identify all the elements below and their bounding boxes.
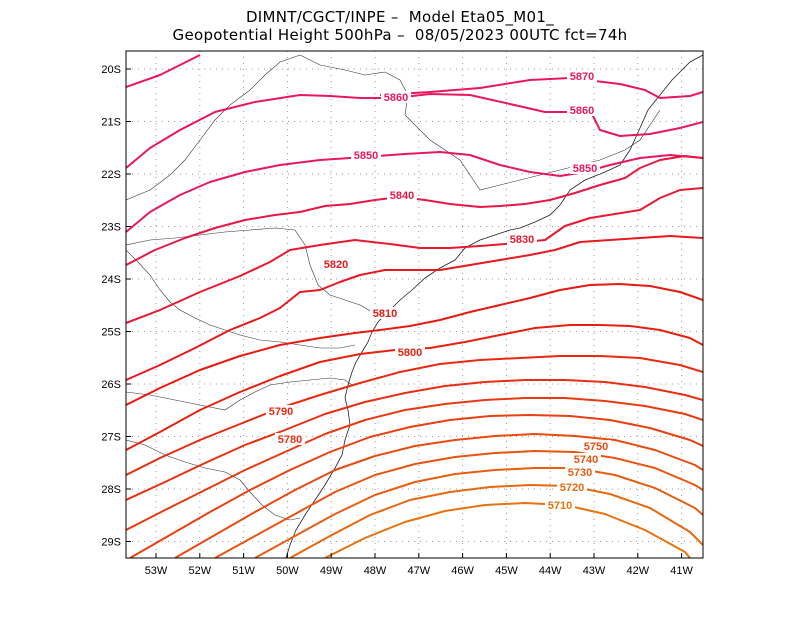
map-title-line-1: DIMNT/CGCT/INPE – Model Eta05_M01_: [245, 8, 555, 26]
contour-5850: [126, 151, 703, 233]
contour-5730: [254, 467, 703, 558]
contour-5710: [324, 502, 691, 558]
contour-5860: [126, 93, 703, 169]
contour-label-bg: [581, 440, 611, 452]
contour-label-bg: [571, 453, 601, 465]
map-frame: [125, 50, 704, 559]
lat-tick-label: 26S: [101, 379, 121, 391]
lon-tick-label: 41W: [670, 565, 693, 577]
lon-tick-label: 45W: [495, 565, 518, 577]
contour-label-bg: [321, 258, 351, 270]
contour-label-bg: [567, 70, 597, 82]
contour-label-5720: 5720: [560, 482, 584, 494]
lat-tick-label: 29S: [101, 537, 121, 549]
lat-tick-label: 24S: [101, 274, 121, 286]
contour-label-bg: [395, 346, 425, 358]
contour-label-5740: 5740: [574, 454, 598, 466]
state-border: [126, 54, 301, 201]
state-border: [126, 377, 353, 411]
lon-tick-label: 49W: [320, 565, 343, 577]
contour-label-bg: [567, 104, 597, 116]
contour-label-5710: 5710: [548, 500, 572, 512]
contour-label-bg: [570, 162, 600, 174]
contour-label-bg: [275, 433, 305, 445]
latitude-tick-labels: 20S 21S 22S 23S 24S 25S 26S 27S 28S 29S: [101, 64, 131, 549]
contour-lines: [126, 54, 703, 558]
contour-label-5850: 5850: [354, 150, 378, 162]
coastline: [285, 54, 703, 558]
lon-tick-label: 52W: [188, 565, 211, 577]
longitude-tick-labels: 53W 52W 51W 50W 49W 48W 47W 46W 45W 44W 43W 42W 41W: [145, 553, 694, 577]
contour-5740: [214, 450, 703, 558]
lon-tick-label: 50W: [276, 565, 299, 577]
contour-5790: [126, 355, 703, 476]
contour-5760: [129, 414, 703, 558]
lon-tick-label: 48W: [364, 565, 387, 577]
lon-tick-label: 51W: [232, 565, 255, 577]
lon-tick-label: 43W: [583, 565, 606, 577]
contour-5800: [126, 324, 703, 451]
lat-tick-label: 27S: [101, 432, 121, 444]
contour-label-bg: [545, 499, 575, 511]
contour-label-bg: [381, 91, 411, 103]
lat-tick-label: 25S: [101, 327, 121, 339]
contour-5810: [126, 283, 703, 406]
contour-label-5730: 5730: [568, 467, 592, 479]
state-border: [126, 439, 301, 521]
contour-label-5860: 5860: [570, 105, 594, 117]
contour-label-5850: 5850: [573, 163, 597, 175]
lat-tick-label: 28S: [101, 484, 121, 496]
lon-tick-label: 46W: [451, 565, 474, 577]
contour-label-bg: [266, 405, 296, 417]
contour-5720: [289, 484, 703, 558]
contour-label-bg: [565, 466, 595, 478]
contour-label-5790: 5790: [269, 406, 293, 418]
coastline-and-borders: [126, 54, 703, 558]
map-title-line-2: Geopotential Height 500hPa – 08/05/2023 …: [172, 26, 628, 44]
lat-tick-label: 21S: [101, 117, 121, 129]
contour-5750: [174, 433, 703, 558]
contour-label-5860: 5860: [384, 92, 408, 104]
contour-label-5830: 5830: [510, 234, 534, 246]
contour-label-5780: 5780: [278, 434, 302, 446]
contour-label-bg: [370, 307, 400, 319]
country-border: [126, 249, 356, 349]
contour-label-bg: [351, 149, 381, 161]
contour-5870: [126, 54, 201, 88]
contour-5820: [126, 235, 703, 381]
contour-label-5800: 5800: [398, 347, 422, 359]
contour-5830: [126, 187, 703, 324]
contour-label-5820: 5820: [324, 259, 348, 271]
lon-tick-label: 53W: [145, 565, 168, 577]
contour-label-5840: 5840: [390, 190, 414, 202]
lon-tick-label: 47W: [407, 565, 430, 577]
lat-tick-label: 20S: [101, 64, 121, 76]
state-border: [299, 54, 661, 191]
contour-label-bg: [387, 189, 417, 201]
contour-5770: [126, 397, 703, 531]
contour-labels: 5870 5860 5860 5850 5850 5840 5830 5820 5810 5800…: [266, 70, 611, 512]
lon-tick-label: 44W: [539, 565, 562, 577]
contour-label-bg: [507, 233, 537, 245]
lat-lon-grid: [126, 51, 703, 558]
contour-label-5810: 5810: [373, 308, 397, 320]
lon-tick-label: 42W: [626, 565, 649, 577]
lat-tick-label: 22S: [101, 169, 121, 181]
contour-label-bg: [557, 481, 587, 493]
contour-label-5750: 5750: [584, 441, 608, 453]
contour-5780: [126, 379, 703, 501]
lat-tick-label: 23S: [101, 222, 121, 234]
contour-label-5870: 5870: [570, 71, 594, 83]
contour-5840: [126, 155, 703, 266]
